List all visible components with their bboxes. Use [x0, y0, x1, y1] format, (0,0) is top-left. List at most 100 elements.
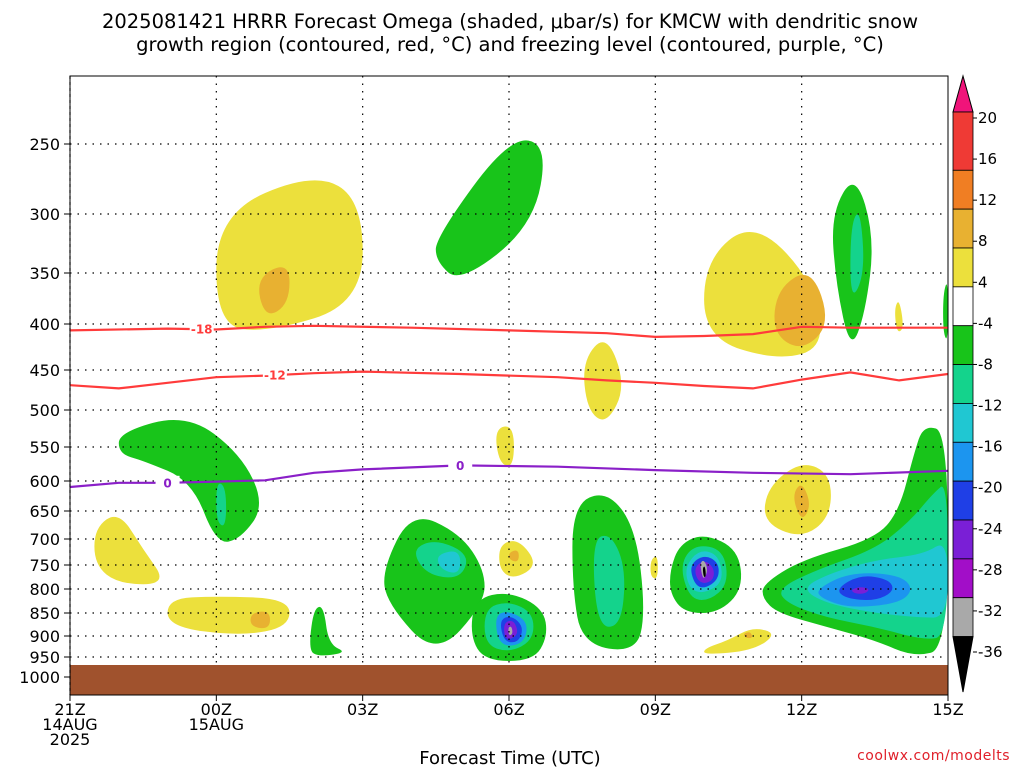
x-tick-label: 03Z: [347, 700, 378, 719]
omega-region-41: [794, 485, 809, 518]
y-tick-label-650: 650: [29, 502, 60, 521]
omega-region-11: [216, 483, 227, 526]
x-axis-label: Forecast Time (UTC): [419, 748, 600, 768]
colorbar-swatch-7: [952, 364, 974, 404]
chart-title-line-1: 2025081421 HRRR Forecast Omega (shaded, …: [102, 10, 918, 33]
omega-region-1: [259, 267, 290, 314]
y-tick-label-900: 900: [29, 627, 60, 646]
colorbar-label: -24: [978, 520, 1003, 538]
omega-region-14: [167, 596, 290, 634]
plot-area: -18 -12 0 0: [69, 75, 949, 696]
colorbar-swatch-8: [952, 403, 974, 443]
omega-region-6: [850, 214, 864, 293]
y-tick-label-450: 450: [29, 361, 60, 380]
colorbar-label: -28: [978, 561, 1003, 579]
colorbar-label: -16: [978, 438, 1003, 456]
y-tick-label-700: 700: [29, 530, 60, 549]
y-tick-label-1000: 1000: [19, 668, 60, 687]
omega-region-7: [895, 302, 903, 332]
omega-region-27: [509, 550, 519, 562]
contour-label-0-b: 0: [456, 459, 464, 473]
colorbar-label: -20: [978, 479, 1003, 497]
omega-region-37: [702, 566, 706, 577]
colorbar-label: 8: [978, 232, 988, 250]
omega-region-13: [94, 516, 160, 585]
colorbar-swatch-13: [952, 597, 974, 637]
x-tick-label: 15Z: [932, 700, 963, 719]
colorbar-label: -12: [978, 397, 1003, 415]
omega-region-39: [744, 632, 752, 639]
y-tick-label-550: 550: [29, 438, 60, 457]
omega-region-19: [437, 551, 461, 573]
omega-region-2: [435, 140, 543, 276]
x-tick-label: 09Z: [640, 700, 671, 719]
colorbar-bottom-arrow: [952, 636, 974, 693]
omega-region-47: [852, 587, 869, 594]
y-tick-label-350: 350: [29, 264, 60, 283]
colorbar-swatch-5: [952, 286, 974, 327]
contour-label--18: -18: [191, 323, 213, 337]
omega-region-38: [704, 629, 772, 654]
colorbar-swatch-12: [952, 558, 974, 599]
colorbar-label: -36: [978, 643, 1003, 661]
contour-label-bg: [262, 368, 287, 383]
colorbar-swatch-2: [952, 169, 974, 210]
colorbar-label: -8: [978, 355, 993, 373]
colorbar-swatch-9: [952, 441, 974, 482]
contour-line--18: [70, 324, 948, 339]
omega-region-12: [496, 426, 514, 466]
colorbar-label: 4: [978, 273, 988, 291]
omega-region-17: [384, 519, 485, 644]
colorbar-swatch-6: [952, 325, 974, 365]
omega-region-16: [310, 606, 342, 656]
x-tick-label: 2025: [50, 730, 91, 749]
omega-region-15: [250, 611, 270, 629]
y-axis: 250 300 350 400 450 500 550 600 650 700 750 800 850 9…: [19, 135, 70, 687]
x-tick-label: 06Z: [493, 700, 524, 719]
x-tick-label: 15AUG: [189, 715, 244, 734]
contour-label--12: -12: [264, 369, 286, 383]
x-tick-label: 12Z: [786, 700, 817, 719]
x-tick-label: 00Z: [201, 700, 232, 719]
omega-region-25: [508, 626, 513, 636]
contour-label-bg: [155, 475, 180, 490]
y-tick-label-850: 850: [29, 604, 60, 623]
omega-region-8: [943, 284, 948, 339]
y-tick-label-300: 300: [29, 205, 60, 224]
colorbar-label: 20: [978, 109, 997, 127]
ground-layer: [70, 665, 948, 695]
colorbar: 20 16 12 8 4 -4 -8 -12 -16 -20 -24 -28 -32 -36: [952, 74, 1003, 693]
contour-label-0: 0: [163, 476, 171, 490]
colorbar-label: -4: [978, 314, 993, 332]
contour-layer: -18 -12 0 0: [70, 322, 948, 490]
colorbar-swatch-1: [952, 111, 974, 171]
omega-region-29: [593, 535, 625, 627]
colorbar-swatch-11: [952, 519, 974, 560]
y-tick-label-400: 400: [29, 315, 60, 334]
colorbar-label: 16: [978, 150, 997, 168]
colorbar-swatch-10: [952, 480, 974, 521]
colorbar-label: -32: [978, 602, 1003, 620]
x-tick-label: 14AUG: [42, 715, 97, 734]
y-tick-label-600: 600: [29, 472, 60, 491]
omega-region-30: [650, 556, 658, 579]
y-tick-label-950: 950: [29, 648, 60, 667]
y-tick-label-750: 750: [29, 556, 60, 575]
contour-label-bg: [189, 322, 214, 337]
y-tick-label-800: 800: [29, 580, 60, 599]
colorbar-swatch-3: [952, 208, 974, 249]
omega-shading-layer: [94, 140, 948, 661]
colorbar-top-arrow: [952, 74, 974, 113]
colorbar-label: 12: [978, 191, 997, 209]
omega-region-0: [216, 180, 363, 330]
contour-label-bg: [448, 458, 473, 473]
colorbar-swatch-4: [952, 247, 974, 288]
y-tick-label-250: 250: [29, 135, 60, 154]
contour-line--12: [70, 370, 948, 390]
chart-title-line-2: growth region (contoured, red, °C) and f…: [136, 33, 884, 56]
x-tick-label: 21Z: [54, 700, 85, 719]
credit-text: coolwx.com/modelts: [857, 748, 1010, 764]
y-tick-label-500: 500: [29, 401, 60, 420]
